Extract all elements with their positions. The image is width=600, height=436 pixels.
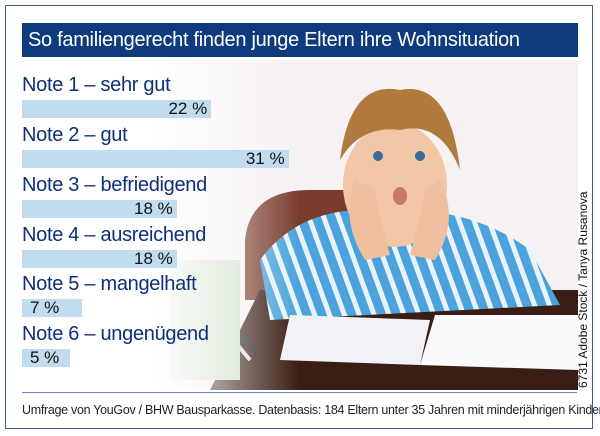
bar xyxy=(22,150,289,168)
category-label: Note 4 – ausreichend xyxy=(22,224,207,246)
bar xyxy=(22,200,177,218)
photo-boy-at-desk xyxy=(150,60,578,390)
category-label: Note 1 – sehr gut xyxy=(22,74,171,96)
footer-divider xyxy=(22,392,577,393)
bar xyxy=(22,299,83,317)
value-label: 22 % xyxy=(168,99,208,118)
value-label: 5 % xyxy=(30,348,60,367)
value-label: 18 % xyxy=(134,199,173,218)
source-note: Umfrage von YouGov / BHW Bausparkasse. D… xyxy=(22,403,600,417)
value-label: 18 % xyxy=(134,249,173,268)
category-label: Note 5 – mangelhaft xyxy=(22,273,197,295)
chart-title: So familiengerecht finden junge Eltern i… xyxy=(22,23,578,57)
category-label: Note 6 – ungenügend xyxy=(22,323,209,345)
bar xyxy=(22,250,177,268)
frame-border xyxy=(5,5,593,429)
value-label: 31 % xyxy=(245,149,285,168)
value-label: 7 % xyxy=(30,298,60,317)
bar xyxy=(22,349,70,367)
photo-credit: 6731 Adobe Stock / Tanya Rusanova xyxy=(576,191,590,388)
bar xyxy=(22,100,212,118)
category-label: Note 3 – befriedigend xyxy=(22,174,207,196)
category-label: Note 2 – gut xyxy=(22,124,128,146)
